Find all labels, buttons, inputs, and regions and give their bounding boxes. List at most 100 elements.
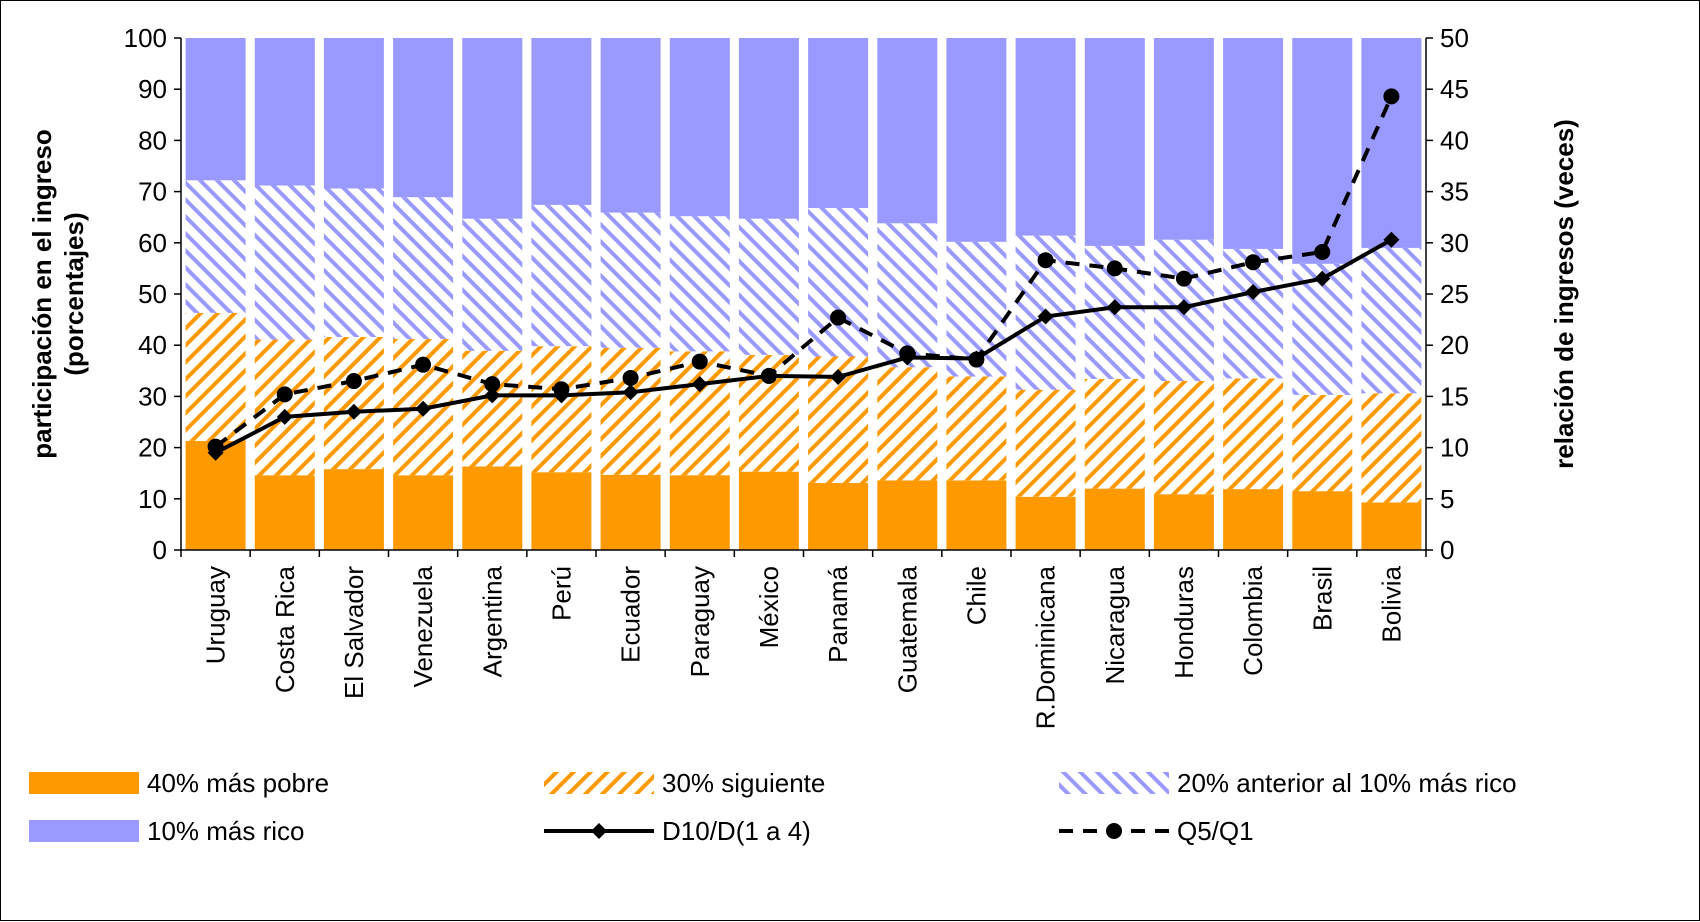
legend-label: 40% más pobre <box>147 768 329 798</box>
legend-swatch <box>1059 823 1169 839</box>
legend-label: Q5/Q1 <box>1177 816 1254 846</box>
legend-label: 30% siguiente <box>662 768 825 798</box>
bar-segment <box>462 466 523 550</box>
category-label: El Salvador <box>339 566 369 699</box>
y2-axis-title: relación de ingresos (veces) <box>1549 119 1579 469</box>
bar-segment <box>531 38 592 205</box>
d10-point <box>1314 270 1331 287</box>
bar-segment <box>808 482 869 550</box>
q5-q1-point <box>1383 88 1400 105</box>
right-tick-label: 20 <box>1440 330 1469 360</box>
bar-segment <box>1084 488 1145 550</box>
category-label: R.Dominicana <box>1031 565 1061 729</box>
bar-segment <box>185 180 246 313</box>
q5-q1-point <box>276 386 293 403</box>
d10-point <box>1106 299 1123 316</box>
bar-segment <box>323 38 384 189</box>
bar-segment <box>254 38 315 186</box>
legend-label: 20% anterior al 10% más rico <box>1177 768 1517 798</box>
left-tick-label: 40 <box>138 330 167 360</box>
bar-segment <box>738 471 799 550</box>
q5-q1-point <box>1314 244 1331 261</box>
bar-segment <box>877 367 938 481</box>
bar-segment <box>323 337 384 470</box>
q5-q1-point <box>760 367 777 384</box>
bar-segment <box>1153 381 1214 495</box>
category-label: Costa Rica <box>270 565 300 693</box>
bar-segment <box>393 475 454 550</box>
bar-segment <box>738 218 799 355</box>
bar-segment <box>600 347 661 475</box>
q5-q1-point <box>622 369 639 386</box>
d10-point <box>415 400 432 417</box>
legend: 40% más pobre 30% siguiente 20% anterior a… <box>29 768 1517 846</box>
bar-segment <box>1015 38 1076 236</box>
d10-point <box>276 408 293 425</box>
q5-q1-point <box>899 345 916 362</box>
bar-segment <box>1153 494 1214 550</box>
lines-layer <box>207 88 1400 461</box>
bar-segment <box>1361 38 1422 248</box>
legend-label: D10/D(1 a 4) <box>662 816 811 846</box>
q5-q1-point <box>207 438 224 455</box>
bar-segment <box>946 376 1007 481</box>
left-tick-label: 20 <box>138 433 167 463</box>
y-axis-title: participación en el ingreso <box>27 129 57 458</box>
bar-segment <box>323 188 384 337</box>
right-tick-label: 5 <box>1440 484 1454 514</box>
bar-segment <box>1292 491 1353 550</box>
bar-segment <box>877 38 938 224</box>
category-label: México <box>754 566 784 648</box>
bar-segment <box>254 339 315 476</box>
d10-point <box>830 368 847 385</box>
bar-segment <box>669 216 730 352</box>
d10-d1to4-line <box>214 237 1393 455</box>
category-label: Ecuador <box>616 566 646 663</box>
right-tick-label: 15 <box>1440 381 1469 411</box>
left-tick-label: 100 <box>124 23 167 53</box>
bar-segment <box>946 480 1007 550</box>
right-tick-label: 0 <box>1440 535 1454 565</box>
legend-item: D10/D(1 a 4) <box>544 816 811 846</box>
left-tick-label: 60 <box>138 228 167 258</box>
q5-q1-point <box>484 376 501 393</box>
d10-point <box>1245 283 1262 300</box>
bar-segment <box>185 312 246 441</box>
axes-layer <box>174 37 1433 557</box>
category-label: Brasil <box>1307 566 1337 631</box>
left-tick-label: 0 <box>153 535 167 565</box>
bar-segment <box>1223 378 1284 490</box>
bar-segment <box>393 197 454 339</box>
left-tick-label: 50 <box>138 279 167 309</box>
category-label: Guatemala <box>892 565 922 693</box>
bar-segment <box>254 185 315 340</box>
category-label: Nicaragua <box>1100 565 1130 684</box>
labels-layer: 0 10 20 30 40 50 60 70 80 90 100 0 5 10 15 20 25 30 35 40 45… <box>27 23 1579 729</box>
bar-segment <box>808 38 869 208</box>
d10-point <box>1037 308 1054 325</box>
right-tick-label: 40 <box>1440 125 1469 155</box>
legend-item: 20% anterior al 10% más rico <box>1059 768 1517 798</box>
q5-q1-point <box>1106 260 1123 277</box>
bar-segment <box>877 480 938 550</box>
bar-segment <box>1361 393 1422 503</box>
bar-segment <box>1084 379 1145 489</box>
left-tick-label: 10 <box>138 484 167 514</box>
legend-item: 30% siguiente <box>544 768 825 798</box>
bar-segment <box>323 469 384 550</box>
d10-point <box>622 384 639 401</box>
bar-segment <box>1015 389 1076 497</box>
q5-q1-point <box>1245 254 1262 271</box>
bar-segment <box>946 38 1007 242</box>
category-label: Honduras <box>1169 566 1199 679</box>
bar-segment <box>669 351 730 476</box>
bar-segment <box>1084 38 1145 246</box>
bar-segment <box>669 475 730 550</box>
bar-segment <box>738 38 799 219</box>
category-label: Venezuela <box>408 565 438 687</box>
category-label: Chile <box>961 566 991 625</box>
bar-segment <box>600 474 661 550</box>
left-tick-label: 90 <box>138 74 167 104</box>
